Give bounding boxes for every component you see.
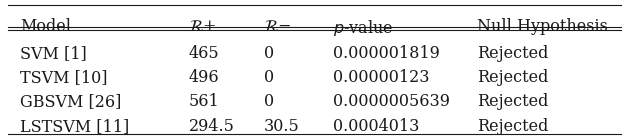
Text: Null Hypothesis: Null Hypothesis: [477, 18, 607, 35]
Text: 496: 496: [189, 69, 220, 86]
Text: Rejected: Rejected: [477, 93, 548, 110]
Text: $\mathcal{R}$−: $\mathcal{R}$−: [264, 18, 291, 35]
Text: Model: Model: [20, 18, 71, 35]
Text: Rejected: Rejected: [477, 118, 548, 135]
Text: Rejected: Rejected: [477, 69, 548, 86]
Text: 0.00000123: 0.00000123: [333, 69, 429, 86]
Text: 30.5: 30.5: [264, 118, 300, 135]
Text: 0: 0: [264, 69, 274, 86]
Text: 0: 0: [264, 45, 274, 62]
Text: LSTSVM [11]: LSTSVM [11]: [20, 118, 129, 135]
Text: 294.5: 294.5: [189, 118, 235, 135]
Text: SVM [1]: SVM [1]: [20, 45, 87, 62]
Text: $p$-value: $p$-value: [333, 18, 393, 38]
Text: 0.0000005639: 0.0000005639: [333, 93, 450, 110]
Text: 465: 465: [189, 45, 220, 62]
Text: 0.000001819: 0.000001819: [333, 45, 440, 62]
Text: Rejected: Rejected: [477, 45, 548, 62]
Text: 0.0004013: 0.0004013: [333, 118, 419, 135]
Text: 561: 561: [189, 93, 220, 110]
Text: TSVM [10]: TSVM [10]: [20, 69, 108, 86]
Text: $\mathcal{R}$+: $\mathcal{R}$+: [189, 18, 216, 35]
Text: 0: 0: [264, 93, 274, 110]
Text: GBSVM [26]: GBSVM [26]: [20, 93, 122, 110]
